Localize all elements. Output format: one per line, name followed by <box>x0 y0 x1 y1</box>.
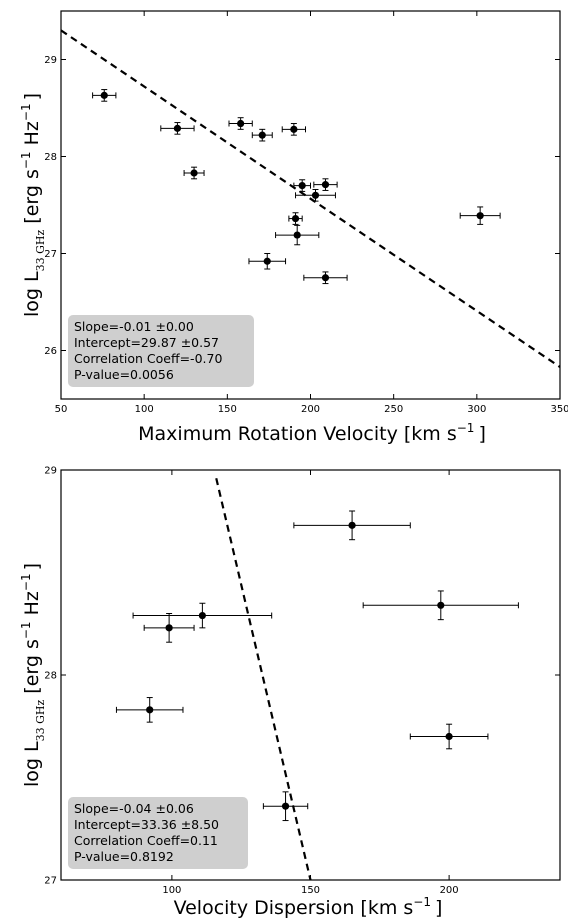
velocity-dispersion-panel: 100 150 200 27 28 29 Slope=-0.04 ±0.06 Interc… <box>19 466 561 919</box>
x-tick-label: 100 <box>162 885 181 896</box>
data-point <box>281 123 307 136</box>
stats-slope: Slope=-0.01 ±0.00 <box>74 319 194 334</box>
fit-line-group <box>215 477 312 881</box>
stats-correlation: Correlation Coeff=0.11 <box>74 833 218 848</box>
y-axis-label: log L33 GHz [erg s−1 Hz−1] <box>19 563 47 787</box>
y-tick-label: 26 <box>44 346 57 357</box>
data-point <box>251 128 273 142</box>
stats-box-background <box>68 797 248 869</box>
stats-box: Slope=-0.01 ±0.00 Intercept=29.87 ±0.57 … <box>68 315 254 387</box>
x-axis-label: Velocity Dispersion [km s−1] <box>174 895 443 919</box>
tick-marks: 50 100 150 200 250 300 350 26 27 28 29 <box>44 11 568 415</box>
data-point <box>183 166 205 180</box>
point-marker <box>437 601 445 609</box>
stats-pvalue: P-value=0.8192 <box>74 849 174 864</box>
point-marker <box>321 181 330 189</box>
point-marker <box>311 191 320 199</box>
data-point <box>362 590 519 621</box>
data-point <box>459 206 501 225</box>
x-tick-label: 300 <box>467 404 486 415</box>
point-marker <box>173 124 182 132</box>
point-marker <box>348 521 356 529</box>
data-point <box>262 791 309 822</box>
data-point <box>313 178 338 191</box>
data-point <box>295 188 336 202</box>
point-marker <box>293 231 301 239</box>
data-point <box>92 89 117 102</box>
point-marker <box>291 214 300 223</box>
y-tick-label: 29 <box>44 466 57 477</box>
point-marker <box>476 212 484 220</box>
stats-slope: Slope=-0.04 ±0.06 <box>74 801 194 816</box>
data-points <box>92 89 501 285</box>
data-points <box>115 510 519 822</box>
data-point <box>409 723 489 750</box>
x-tick-label: 50 <box>55 404 68 415</box>
point-marker <box>190 169 198 177</box>
data-point <box>228 117 253 130</box>
data-point <box>288 212 303 225</box>
point-marker <box>258 131 266 139</box>
rotation-velocity-panel: 50 100 150 200 250 300 350 26 27 28 29 Slope=-0.01… <box>19 10 568 445</box>
y-tick-label: 27 <box>44 249 57 260</box>
x-tick-label: 250 <box>384 404 403 415</box>
x-axis-label: Maximum Rotation Velocity [km s−1] <box>138 421 486 445</box>
point-marker <box>100 91 108 99</box>
data-point <box>248 253 287 270</box>
data-point <box>293 179 311 192</box>
stats-box: Slope=-0.04 ±0.06 Intercept=33.36 ±8.50 … <box>68 797 248 869</box>
fit-line <box>215 477 312 881</box>
point-marker <box>237 119 245 128</box>
stats-box-background <box>68 315 254 387</box>
data-point <box>143 613 195 643</box>
point-marker <box>281 802 290 810</box>
point-marker <box>146 706 154 714</box>
x-tick-label: 100 <box>135 404 154 415</box>
y-tick-label: 28 <box>44 152 57 163</box>
x-tick-label: 200 <box>301 404 320 415</box>
point-marker <box>321 274 330 282</box>
stats-correlation: Correlation Coeff=-0.70 <box>74 351 222 366</box>
point-marker <box>445 732 453 741</box>
x-tick-label: 200 <box>440 885 459 896</box>
stats-intercept: Intercept=29.87 ±0.57 <box>74 335 219 350</box>
x-tick-label: 150 <box>301 885 320 896</box>
data-point <box>160 122 195 135</box>
data-point <box>293 510 411 541</box>
data-point <box>132 602 273 629</box>
stats-intercept: Intercept=33.36 ±8.50 <box>74 817 219 832</box>
stats-pvalue: P-value=0.0056 <box>74 367 174 382</box>
y-tick-label: 29 <box>44 55 57 66</box>
y-axis-label: log L33 GHz [erg s−1 Hz−1] <box>19 93 47 317</box>
point-marker <box>263 257 271 265</box>
point-marker <box>290 125 298 133</box>
data-point <box>275 224 320 246</box>
fit-line <box>60 29 561 368</box>
y-tick-label: 28 <box>44 671 57 682</box>
x-tick-label: 350 <box>550 404 568 415</box>
point-marker <box>298 182 306 190</box>
data-point <box>303 271 348 285</box>
y-tick-label: 27 <box>44 876 57 887</box>
point-marker <box>198 611 206 620</box>
point-marker <box>165 624 173 632</box>
fit-line-group <box>60 29 561 368</box>
data-point <box>115 697 184 723</box>
x-tick-label: 150 <box>218 404 237 415</box>
